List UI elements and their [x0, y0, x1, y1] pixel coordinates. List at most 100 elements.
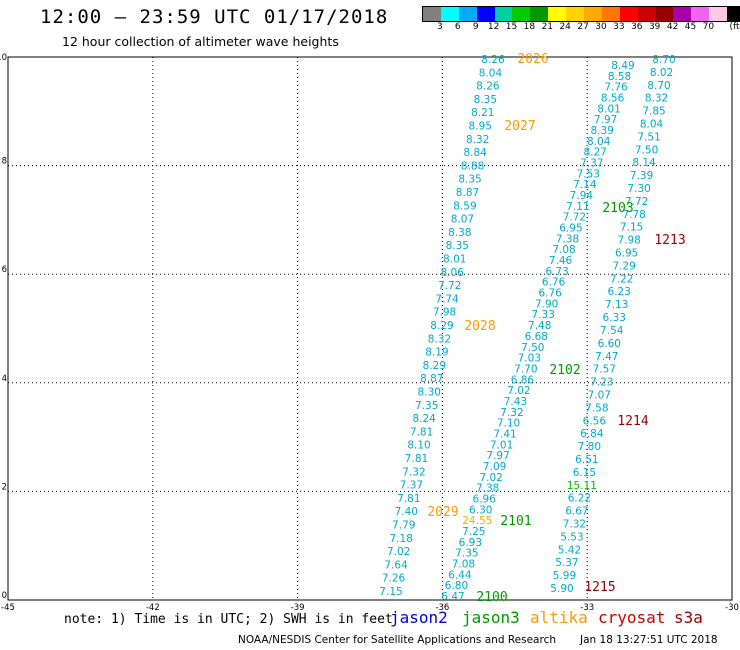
wave-height-value: 7.94: [570, 190, 594, 202]
x-tick-label: -45: [1, 603, 15, 613]
legend-s3a: s3a: [674, 608, 703, 627]
wave-height-value: 8.29: [423, 360, 446, 372]
wave-height-value: 6.67: [565, 506, 588, 518]
color-scale-tick: 30: [595, 22, 607, 32]
y-tick-label: 8: [2, 157, 7, 167]
wave-height-value: 7.37: [400, 480, 423, 492]
wave-height-value: 6.86: [511, 374, 535, 386]
wave-height-value: 7.98: [433, 307, 456, 319]
wave-height-value: 6.30: [469, 504, 492, 516]
wave-height-value: 7.79: [392, 520, 415, 532]
color-swatch: [476, 7, 495, 21]
pass-number-label: 2026: [517, 52, 548, 67]
wave-height-value: 5.90: [550, 583, 573, 595]
y-tick-label: 0: [2, 591, 7, 601]
wave-height-value: 7.97: [594, 114, 617, 126]
wave-height-value: 7.76: [604, 82, 628, 94]
wave-height-value: 7.15: [620, 222, 643, 234]
wave-height-value: 6.93: [459, 537, 482, 549]
wave-height-value: 7.33: [532, 309, 555, 321]
wave-height-value: 6.95: [615, 248, 638, 260]
wave-height-value: 7.50: [521, 342, 544, 354]
pass-number-label: 2102: [549, 363, 580, 378]
map-frame: [7, 56, 733, 601]
wave-height-value: 7.53: [577, 168, 600, 180]
wave-height-value: 8.35: [474, 94, 497, 106]
wave-height-value: 8.70: [647, 80, 670, 92]
footnote: note: 1) Time is in UTC; 2) SWH is in fe…: [64, 612, 393, 627]
color-scale-tick: 24: [559, 22, 571, 32]
legend-label-jason3: jason3: [462, 608, 520, 627]
wave-height-value: 7.30: [627, 183, 650, 195]
wave-height-value: 8.14: [632, 157, 656, 169]
y-tick-label: 6: [2, 265, 7, 275]
color-swatch: [584, 7, 602, 21]
wave-height-value: 7.78: [622, 209, 645, 221]
map-subtitle: 12 hour collection of altimeter wave hei…: [62, 34, 339, 49]
color-scale-tick: 42: [666, 22, 679, 32]
wave-height-value: 8.35: [446, 240, 469, 252]
wave-height-value: 8.59: [453, 200, 476, 212]
wave-height-value: 6.22: [568, 493, 591, 505]
wave-height-value: 6.96: [473, 493, 497, 505]
x-tick-label: -39: [291, 603, 305, 613]
wave-height-value: 8.84: [463, 147, 487, 159]
color-swatch: [494, 7, 513, 21]
color-swatch: [691, 7, 710, 21]
wave-height-value: 7.38: [476, 483, 499, 495]
wave-height-value: 8.07: [451, 214, 474, 226]
wave-height-value: 6.68: [525, 331, 548, 343]
wave-height-value: 8.01: [443, 254, 466, 266]
wave-height-value: 8.04: [479, 67, 503, 79]
wave-height-value: 8.88: [461, 160, 484, 172]
wave-height-value: 8.27: [584, 147, 607, 159]
wave-height-value: 5.42: [558, 544, 581, 556]
y-tick-label: 4: [2, 374, 7, 384]
x-tick-label: -33: [580, 603, 594, 613]
wave-height-value: 7.11: [566, 201, 589, 213]
y-tick-label: 2: [2, 482, 7, 492]
wave-height-value: 6.33: [603, 312, 626, 324]
wave-height-value: 8.35: [458, 174, 481, 186]
wave-height-value: 8.38: [448, 227, 471, 239]
wave-height-value: 7.08: [552, 244, 575, 256]
color-scale-tick: 3: [437, 22, 443, 32]
wave-height-value: 24.55: [462, 515, 492, 527]
wave-height-value: 6.76: [542, 277, 566, 289]
y-tick-label: 10: [0, 53, 7, 63]
wave-height-value: 8.49: [611, 60, 634, 72]
wave-height-value: 8.26: [481, 54, 505, 66]
color-scale-tick: 15: [505, 22, 518, 32]
wave-height-value: 8.10: [407, 440, 430, 452]
wave-height-value: 7.72: [625, 196, 648, 208]
legend-label-jason2: jason2: [390, 608, 448, 627]
legend-jason3: jason3: [462, 608, 520, 627]
wave-height-value: 7.35: [455, 548, 478, 560]
color-scale-tick: 33: [613, 22, 625, 32]
pass-number-label: 1214: [617, 414, 648, 429]
wave-height-value: 7.80: [578, 441, 601, 453]
wave-height-value: 5.53: [560, 531, 583, 543]
wave-height-value: 8.29: [430, 320, 453, 332]
wave-height-value: 8.26: [476, 81, 500, 93]
wave-height-value: 7.32: [563, 518, 586, 530]
wave-height-value: 6.80: [445, 580, 468, 592]
wave-height-value: 7.37: [580, 158, 603, 170]
wave-height-value: 7.98: [617, 235, 640, 247]
legend-label-cryosat: cryosat: [598, 608, 666, 627]
wave-height-value: 7.32: [500, 407, 523, 419]
color-swatch: [655, 7, 674, 21]
wave-height-value: 7.07: [588, 389, 611, 401]
wave-height-value: 7.26: [382, 573, 406, 585]
color-scale-tick: 45: [684, 22, 697, 32]
wave-height-value: 7.46: [549, 255, 573, 267]
wave-height-value: 7.85: [642, 106, 665, 118]
wave-height-value: 8.32: [645, 93, 668, 105]
wave-height-value: 7.64: [384, 559, 408, 571]
x-tick-label: -30: [725, 603, 739, 613]
wave-height-value: 8.30: [418, 387, 441, 399]
pass-number-label: 2103: [602, 201, 633, 216]
color-scale-tick: 27: [577, 22, 589, 32]
credit-text: NOAA/NESDIS Center for Satellite Applica…: [238, 634, 556, 646]
